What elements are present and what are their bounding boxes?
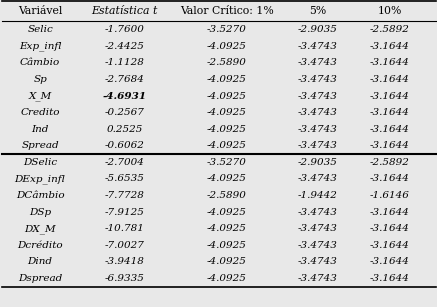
Text: -3.1644: -3.1644	[370, 208, 409, 217]
Text: -6.9335: -6.9335	[105, 274, 145, 283]
Text: -3.4743: -3.4743	[298, 42, 338, 51]
Text: -4.0925: -4.0925	[207, 91, 247, 101]
Text: -3.4743: -3.4743	[298, 274, 338, 283]
Text: -3.1644: -3.1644	[370, 91, 409, 101]
Text: -2.7684: -2.7684	[105, 75, 145, 84]
Text: -4.0925: -4.0925	[207, 141, 247, 150]
Text: -2.9035: -2.9035	[298, 25, 338, 34]
Text: -3.4743: -3.4743	[298, 58, 338, 68]
Text: -4.0925: -4.0925	[207, 125, 247, 134]
Text: Estatística t: Estatística t	[92, 6, 158, 16]
Text: -2.5890: -2.5890	[207, 191, 247, 200]
Text: -2.9035: -2.9035	[298, 158, 338, 167]
Text: -4.0925: -4.0925	[207, 174, 247, 184]
Text: -1.7600: -1.7600	[105, 25, 145, 34]
Text: DExp_infl: DExp_infl	[15, 174, 66, 184]
Text: -2.7004: -2.7004	[105, 158, 145, 167]
Text: Selic: Selic	[27, 25, 53, 34]
Text: -2.5890: -2.5890	[207, 58, 247, 68]
Text: -3.4743: -3.4743	[298, 174, 338, 184]
Text: -2.4425: -2.4425	[105, 42, 145, 51]
Text: -3.5270: -3.5270	[207, 158, 247, 167]
Text: -3.4743: -3.4743	[298, 241, 338, 250]
Text: DCâmbio: DCâmbio	[16, 191, 65, 200]
Text: Exp_infl: Exp_infl	[19, 41, 62, 51]
Text: -3.4743: -3.4743	[298, 224, 338, 233]
Text: -3.1644: -3.1644	[370, 125, 409, 134]
Text: Dspread: Dspread	[18, 274, 62, 283]
Text: -3.1644: -3.1644	[370, 224, 409, 233]
Text: DSp: DSp	[29, 208, 51, 217]
Text: -3.4743: -3.4743	[298, 208, 338, 217]
Text: -4.0925: -4.0925	[207, 208, 247, 217]
Text: -3.9418: -3.9418	[105, 257, 145, 266]
Text: -3.1644: -3.1644	[370, 42, 409, 51]
Text: -4.0925: -4.0925	[207, 274, 247, 283]
Text: Sp: Sp	[33, 75, 47, 84]
Text: Valor Crítico: 1%: Valor Crítico: 1%	[180, 6, 274, 16]
Text: 0.2525: 0.2525	[107, 125, 143, 134]
Text: -3.1644: -3.1644	[370, 141, 409, 150]
Text: -4.0925: -4.0925	[207, 241, 247, 250]
Text: -1.1128: -1.1128	[105, 58, 145, 68]
Text: Credito: Credito	[21, 108, 60, 117]
Text: Dcrédito: Dcrédito	[17, 241, 63, 250]
Text: -5.6535: -5.6535	[105, 174, 145, 184]
Text: 10%: 10%	[377, 6, 402, 16]
Text: -3.4743: -3.4743	[298, 257, 338, 266]
Text: Dind: Dind	[28, 257, 52, 266]
Text: -3.1644: -3.1644	[370, 274, 409, 283]
Text: -4.0925: -4.0925	[207, 224, 247, 233]
Text: -4.0925: -4.0925	[207, 75, 247, 84]
Text: DX_M: DX_M	[24, 224, 56, 234]
Text: -0.6062: -0.6062	[105, 141, 145, 150]
Text: -2.5892: -2.5892	[370, 158, 409, 167]
Text: Ind: Ind	[31, 125, 49, 134]
Text: -3.4743: -3.4743	[298, 91, 338, 101]
Text: -3.1644: -3.1644	[370, 108, 409, 117]
Text: -4.0925: -4.0925	[207, 42, 247, 51]
Text: Spread: Spread	[21, 141, 59, 150]
Text: DSelic: DSelic	[23, 158, 57, 167]
Text: -7.7728: -7.7728	[105, 191, 145, 200]
Text: -7.0027: -7.0027	[105, 241, 145, 250]
Text: -3.5270: -3.5270	[207, 25, 247, 34]
Text: -3.4743: -3.4743	[298, 108, 338, 117]
Text: -3.1644: -3.1644	[370, 174, 409, 184]
Text: -3.4743: -3.4743	[298, 141, 338, 150]
Text: -1.6146: -1.6146	[370, 191, 409, 200]
Text: -4.0925: -4.0925	[207, 257, 247, 266]
Text: Câmbio: Câmbio	[20, 58, 60, 68]
Text: -3.4743: -3.4743	[298, 125, 338, 134]
Text: X_M: X_M	[28, 91, 52, 101]
Text: -3.1644: -3.1644	[370, 75, 409, 84]
Text: -3.1644: -3.1644	[370, 58, 409, 68]
Text: -4.0925: -4.0925	[207, 108, 247, 117]
Text: -10.781: -10.781	[105, 224, 145, 233]
Text: 5%: 5%	[309, 6, 326, 16]
Text: -3.1644: -3.1644	[370, 257, 409, 266]
Text: Variável: Variável	[18, 6, 62, 16]
Text: -4.6931: -4.6931	[103, 91, 147, 101]
Text: -1.9442: -1.9442	[298, 191, 338, 200]
Text: -3.4743: -3.4743	[298, 75, 338, 84]
Text: -7.9125: -7.9125	[105, 208, 145, 217]
Text: -2.5892: -2.5892	[370, 25, 409, 34]
Text: -0.2567: -0.2567	[105, 108, 145, 117]
Text: -3.1644: -3.1644	[370, 241, 409, 250]
